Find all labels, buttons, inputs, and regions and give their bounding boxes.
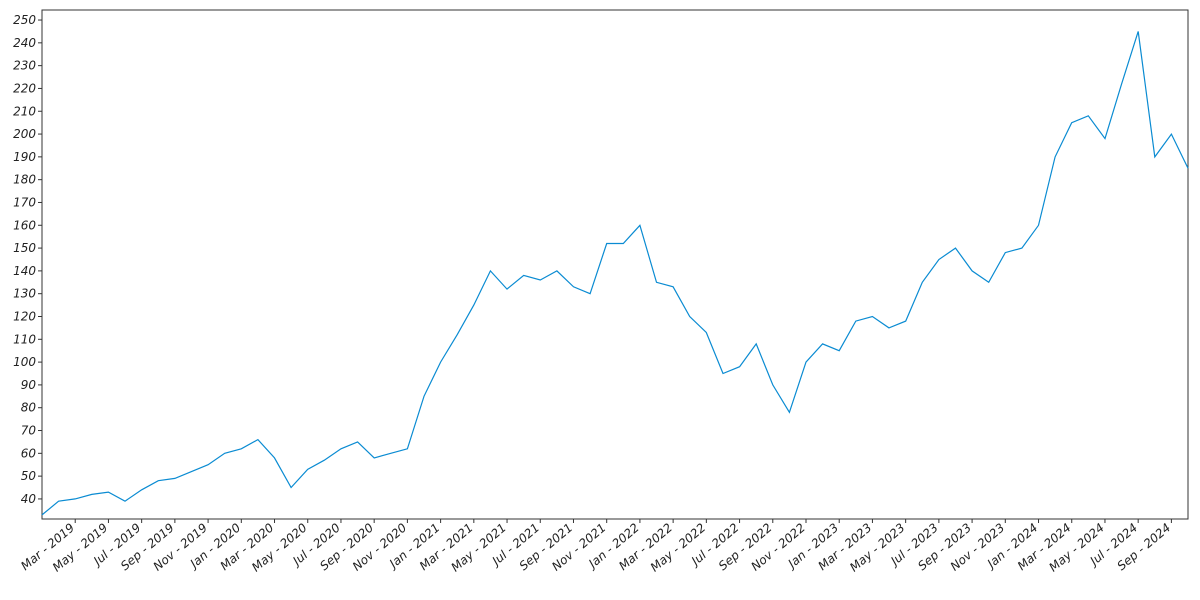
y-tick-label: 130 [13,287,36,301]
y-tick-label: 160 [13,218,36,232]
y-tick-label: 200 [13,127,36,141]
y-tick-label: 100 [13,355,36,369]
y-tick-label: 180 [13,173,36,187]
y-tick-label: 140 [13,264,36,278]
y-tick-label: 150 [13,241,36,255]
y-tick-label: 210 [13,104,36,118]
price-line [41,31,1189,516]
y-tick-label: 250 [13,13,36,27]
plot-frame [41,9,1189,520]
y-tick-label: 90 [21,378,37,392]
y-tick-label: 50 [21,469,37,483]
y-tick-label: 190 [13,150,36,164]
y-tick-label: 240 [13,36,36,50]
y-tick-label: 70 [21,424,37,438]
y-tick-label: 230 [13,59,36,73]
y-tick-label: 40 [21,492,37,506]
y-tick-label: 80 [21,401,37,415]
y-tick-label: 60 [21,446,37,460]
y-tick-label: 110 [13,332,36,346]
y-tick-label: 220 [13,81,36,95]
y-tick-label: 170 [13,195,36,209]
y-tick-label: 120 [13,309,36,323]
